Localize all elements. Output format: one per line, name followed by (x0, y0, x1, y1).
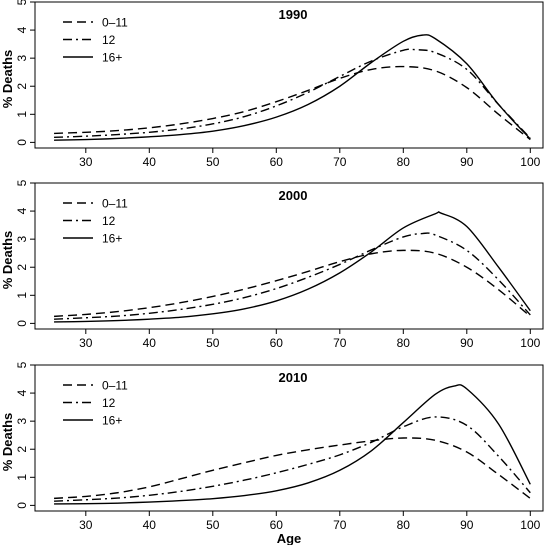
y-axis-label: % Deaths (0, 231, 15, 290)
y-tick-label: 0 (15, 139, 29, 146)
y-tick-label: 3 (15, 417, 29, 424)
y-tick-label: 0 (15, 320, 29, 327)
x-tick-label: 100 (520, 155, 540, 169)
y-tick-label: 1 (15, 111, 29, 118)
y-tick-label: 0 (15, 502, 29, 509)
legend-label: 12 (102, 396, 116, 410)
x-tick-label: 50 (206, 518, 220, 532)
x-tick-label: 50 (206, 155, 220, 169)
y-axis-label: % Deaths (0, 50, 15, 109)
x-tick-label: 40 (143, 155, 157, 169)
y-tick-label: 4 (15, 389, 29, 396)
y-tick-label: 5 (15, 0, 29, 5)
series-line-12 (54, 48, 531, 139)
x-tick-label: 90 (460, 155, 474, 169)
x-tick-label: 30 (79, 336, 93, 350)
series-line-0–11 (54, 65, 531, 141)
x-axis-label: Age (277, 531, 302, 545)
legend-label: 16+ (102, 232, 122, 246)
panel-title: 2000 (279, 188, 308, 203)
series-line-0–11 (54, 437, 531, 500)
panel-title: 2010 (279, 370, 308, 385)
x-tick-label: 60 (270, 336, 284, 350)
y-tick-label: 5 (15, 361, 29, 368)
plot-frame (34, 182, 544, 330)
x-tick-label: 40 (143, 336, 157, 350)
legend-label: 16+ (102, 51, 122, 65)
y-tick-label: 5 (15, 179, 29, 186)
plot-frame (34, 364, 544, 512)
x-tick-label: 90 (460, 336, 474, 350)
legend-label: 0–11 (102, 197, 128, 211)
x-tick-label: 60 (270, 155, 284, 169)
y-tick-label: 2 (15, 264, 29, 271)
y-tick-label: 3 (15, 54, 29, 61)
x-tick-label: 90 (460, 518, 474, 532)
x-tick-label: 80 (397, 336, 411, 350)
x-tick-label: 80 (397, 155, 411, 169)
y-tick-label: 1 (15, 292, 29, 299)
x-tick-label: 60 (270, 518, 284, 532)
legend-label: 0–11 (102, 379, 128, 393)
x-tick-label: 100 (520, 518, 540, 532)
x-tick-label: 70 (333, 336, 347, 350)
series-line-16+ (54, 211, 531, 323)
legend-label: 16+ (102, 414, 122, 428)
series-line-16+ (54, 34, 531, 141)
legend-label: 12 (102, 214, 116, 228)
legend-label: 12 (102, 33, 116, 47)
y-tick-label: 4 (15, 207, 29, 214)
x-tick-label: 30 (79, 155, 93, 169)
x-tick-label: 70 (333, 155, 347, 169)
series-line-12 (54, 232, 531, 320)
y-axis-label: % Deaths (0, 413, 15, 472)
y-tick-label: 2 (15, 446, 29, 453)
y-tick-label: 3 (15, 235, 29, 242)
panel-title: 1990 (279, 7, 308, 22)
series-line-0–11 (54, 249, 531, 318)
series-line-16+ (54, 384, 531, 505)
x-tick-label: 80 (397, 518, 411, 532)
x-tick-label: 40 (143, 518, 157, 532)
x-tick-label: 30 (79, 518, 93, 532)
plot-frame (34, 1, 544, 149)
series-line-12 (54, 416, 531, 502)
x-tick-label: 50 (206, 336, 220, 350)
y-tick-label: 2 (15, 83, 29, 90)
x-tick-label: 100 (520, 336, 540, 350)
legend-label: 0–11 (102, 16, 128, 30)
y-tick-label: 4 (15, 26, 29, 33)
x-tick-label: 70 (333, 518, 347, 532)
y-tick-label: 1 (15, 474, 29, 481)
